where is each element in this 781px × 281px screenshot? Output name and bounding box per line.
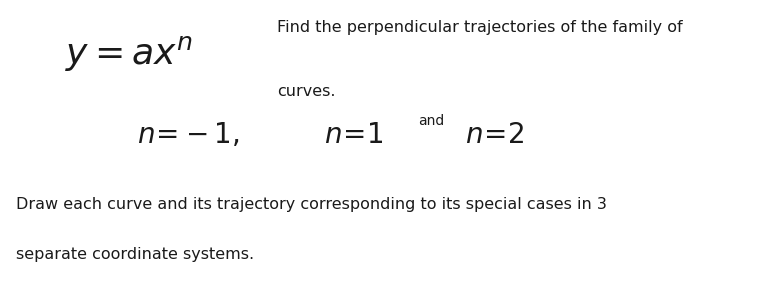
Text: curves.: curves. [277, 84, 336, 99]
Text: and: and [418, 114, 444, 128]
Text: $y = ax^n$: $y = ax^n$ [65, 34, 193, 73]
Text: Draw each curve and its trajectory corresponding to its special cases in 3: Draw each curve and its trajectory corre… [16, 197, 607, 212]
Text: $n\!=\!1$: $n\!=\!1$ [324, 121, 383, 149]
Text: Find the perpendicular trajectories of the family of: Find the perpendicular trajectories of t… [277, 20, 683, 35]
Text: $n\!=\!2$: $n\!=\!2$ [465, 121, 524, 149]
Text: $n\!=\!-1,$: $n\!=\!-1,$ [137, 121, 239, 149]
Text: separate coordinate systems.: separate coordinate systems. [16, 247, 254, 262]
